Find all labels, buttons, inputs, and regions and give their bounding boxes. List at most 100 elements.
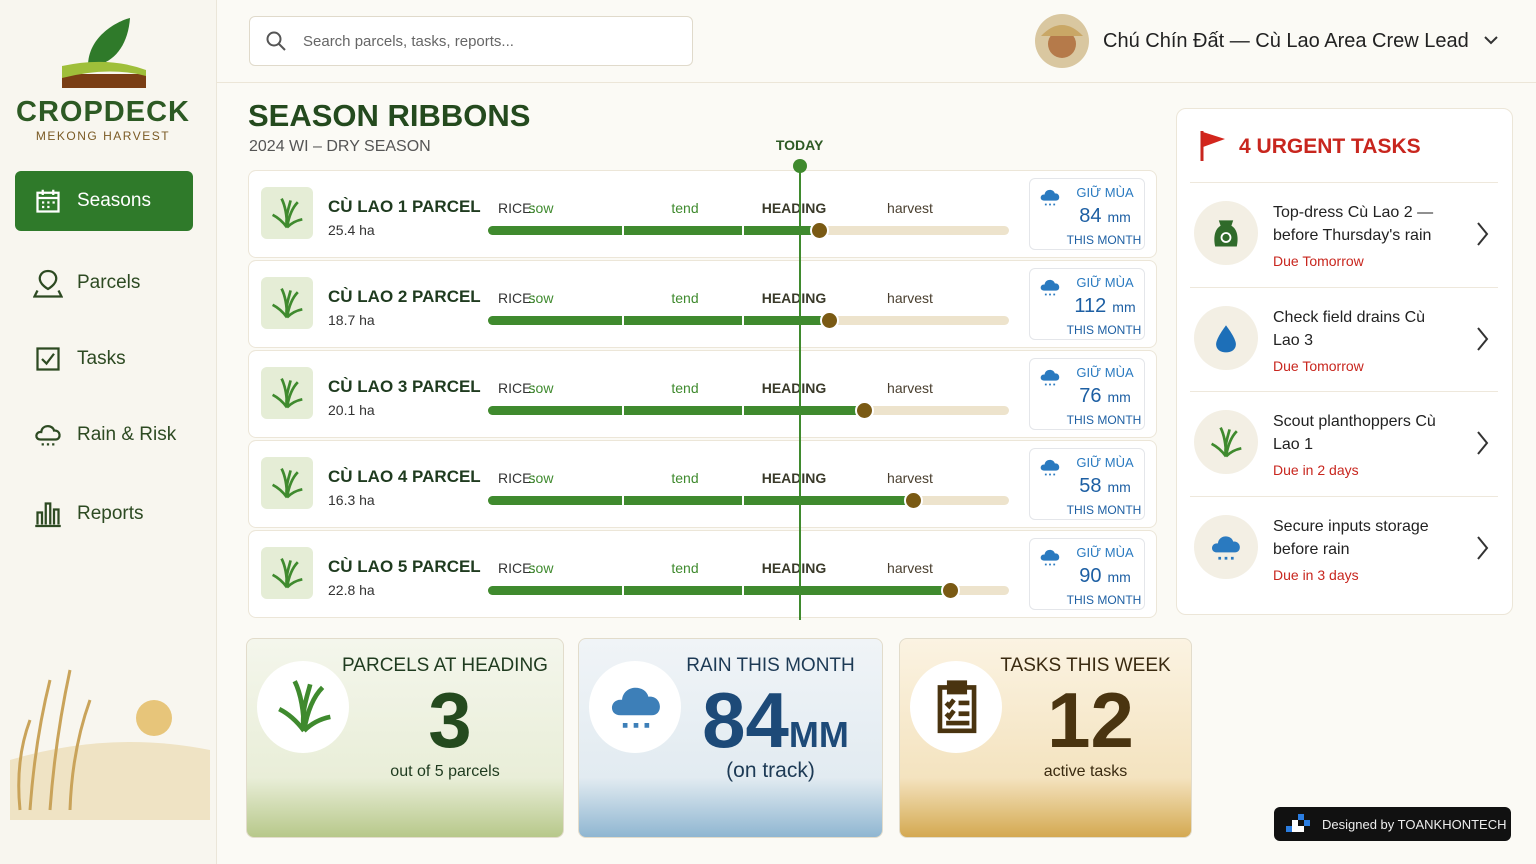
section-subtitle: 2024 WI – DRY SEASON	[249, 138, 431, 155]
chevron-down[interactable]	[1483, 34, 1499, 46]
nav-item[interactable]: Reports	[15, 484, 193, 544]
task-icon-circle	[1194, 514, 1258, 579]
parcel-name: CÙ LAO 4 PARCEL	[328, 467, 481, 486]
parcel-icon-box	[261, 367, 313, 419]
raincloud-icon	[1040, 459, 1060, 476]
chevron-path	[1477, 431, 1489, 455]
icon-path	[1216, 324, 1236, 352]
rice-icon	[1210, 426, 1242, 458]
parcel-row[interactable]: CÙ LAO 4 PARCEL 16.3 ha RICE: sow tend HEADIN…	[248, 440, 1157, 528]
task-chevron	[1477, 222, 1489, 246]
rain-box: GIỮ MÙA 90 mm THIS MONTH	[1029, 538, 1145, 610]
ribbon-track	[488, 401, 1009, 420]
icon-path	[36, 347, 60, 371]
raincloud-icon	[1040, 549, 1060, 566]
stage-label: harvest	[887, 290, 933, 306]
stage-divider	[621, 586, 624, 595]
icon-path	[271, 467, 303, 499]
icon-path	[1044, 293, 1056, 296]
today-line	[798, 166, 801, 620]
task-due: Due in 2 days	[1273, 462, 1359, 478]
avatar[interactable]	[1035, 14, 1089, 68]
nav-label: Rain & Risk	[77, 424, 177, 445]
rice-icon	[271, 287, 303, 319]
urgent-title: 4 URGENT TASKS	[1239, 135, 1421, 159]
icon-path	[1220, 232, 1232, 243]
rain-period: THIS MONTH	[1066, 323, 1142, 337]
parcel-row[interactable]: CÙ LAO 5 PARCEL 22.8 ha RICE: sow tend HEADIN…	[248, 530, 1157, 618]
rain-unit: mm	[1112, 299, 1136, 315]
stat-number: 84	[702, 676, 789, 764]
parcel-row[interactable]: CÙ LAO 2 PARCEL 18.7 ha RICE: sow tend HEADIN…	[248, 260, 1157, 348]
icon-path	[611, 687, 660, 716]
parcel-name: CÙ LAO 1 PARCEL	[328, 197, 481, 216]
task-icon-circle	[1194, 410, 1258, 474]
parcel-row[interactable]: CÙ LAO 3 PARCEL 20.1 ha RICE: sow tend HEADIN…	[248, 350, 1157, 438]
user-name[interactable]: Chú Chín Đất — Cù Lao Area Crew Lead	[1103, 30, 1469, 52]
rain-period: THIS MONTH	[1066, 503, 1142, 517]
task-item[interactable]: Top-dress Cù Lao 2 — before Thursday's r…	[1190, 182, 1498, 287]
progress-dot	[855, 401, 875, 420]
ribbon-track	[488, 221, 1009, 240]
parcel-icon-box	[261, 457, 313, 509]
rice-icon	[271, 197, 303, 229]
stat-card: RAIN THIS MONTH 84MM (on track)	[578, 638, 883, 838]
stage-divider	[741, 496, 744, 505]
calendar-icon	[36, 189, 60, 213]
rain-label: GIỮ MÙA	[1076, 545, 1134, 560]
parcel-name: CÙ LAO 3 PARCEL	[328, 377, 481, 396]
raincloud-icon	[1040, 189, 1060, 206]
ribbon-fill	[488, 406, 865, 415]
parcel-icon-box	[261, 187, 313, 239]
progress-dot	[819, 311, 839, 330]
stage-label: sow	[528, 470, 554, 486]
rain-number: 112	[1074, 295, 1107, 317]
stat-note: active tasks	[1043, 763, 1128, 780]
rain-unit: mm	[1107, 479, 1131, 495]
check-icon	[36, 347, 60, 371]
stat-note: out of 5 parcels	[390, 763, 500, 780]
icon-path	[271, 557, 303, 589]
nav-item[interactable]: Rain & Risk	[15, 405, 193, 465]
parcel-row[interactable]: CÙ LAO 1 PARCEL 25.4 ha RICE: sow tend HEADIN…	[248, 170, 1157, 258]
stage-label: HEADING	[761, 560, 827, 576]
crop-label: RICE:	[498, 470, 536, 486]
icon-path	[1044, 203, 1056, 206]
rain-label: GIỮ MÙA	[1076, 185, 1134, 200]
nav-label: Tasks	[77, 348, 126, 369]
nav-item[interactable]: Tasks	[15, 329, 193, 389]
icon-path	[1044, 473, 1056, 476]
nav-item[interactable]: Parcels	[15, 253, 193, 313]
stat-note: (on track)	[726, 759, 815, 782]
section-title: SEASON RIBBONS	[248, 98, 531, 133]
rain-number: 84	[1079, 205, 1102, 227]
stage-label: harvest	[887, 200, 933, 216]
chevron-path	[1477, 535, 1489, 560]
stage-label: tend	[671, 380, 699, 396]
rain-box: GIỮ MÙA 84 mm THIS MONTH	[1029, 178, 1145, 250]
rain-value: 84 mm	[1050, 205, 1160, 228]
icon-path	[271, 197, 303, 229]
search-box[interactable]: Search parcels, tasks, reports...	[249, 16, 693, 66]
clip-icon	[937, 680, 977, 734]
task-item[interactable]: Scout planthoppers Cù Lao 1 Due in 2 days	[1190, 391, 1498, 496]
rain-value: 76 mm	[1050, 385, 1160, 408]
ribbon-track	[488, 311, 1009, 330]
stage-divider	[741, 406, 744, 415]
stage-label: harvest	[887, 470, 933, 486]
search-icon	[266, 31, 286, 51]
stage-label: tend	[671, 200, 699, 216]
raincloud-icon	[1040, 369, 1060, 386]
stat-title: TASKS THIS WEEK	[1000, 655, 1171, 676]
task-item[interactable]: Secure inputs storage before rain Due in …	[1190, 495, 1498, 601]
ribbon-track	[488, 491, 1009, 510]
task-item[interactable]: Check field drains Cù Lao 3 Due Tomorrow	[1190, 286, 1498, 392]
urgent-count: 4	[1239, 135, 1251, 158]
brand-tagline: MEKONG HARVEST	[35, 129, 171, 143]
stat-title: RAIN THIS MONTH	[686, 655, 855, 676]
nav-item[interactable]: Seasons	[15, 171, 193, 231]
nav-label: Seasons	[77, 190, 151, 211]
task-due: Due Tomorrow	[1273, 357, 1364, 374]
rain-period: THIS MONTH	[1066, 413, 1142, 427]
